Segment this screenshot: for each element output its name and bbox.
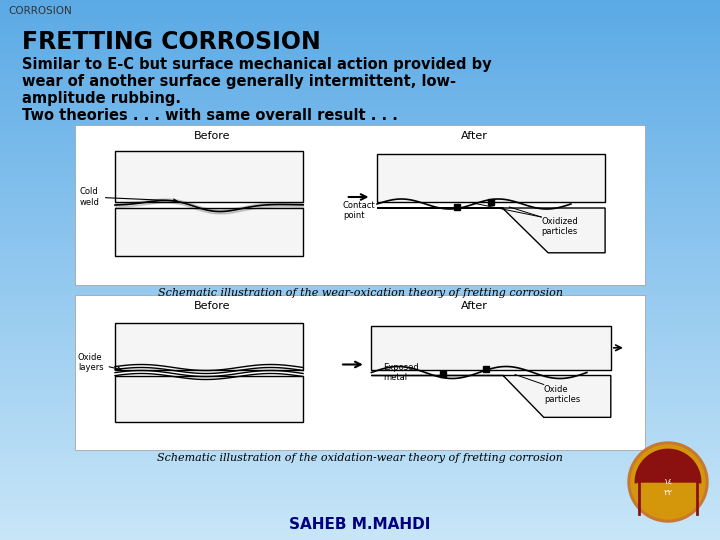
Circle shape <box>631 445 705 519</box>
Text: Exposed
metal: Exposed metal <box>383 362 419 382</box>
Polygon shape <box>377 208 605 253</box>
Bar <box>377 154 605 202</box>
Text: Before: Before <box>194 301 230 311</box>
Bar <box>75 125 645 285</box>
Text: Oxide
layers: Oxide layers <box>78 353 121 372</box>
Bar <box>372 326 611 369</box>
Text: Before: Before <box>194 131 230 141</box>
Text: Schematic illustration of the oxidation-wear theory of fretting corrosion: Schematic illustration of the oxidation-… <box>157 453 563 463</box>
Text: amplitude rubbing.: amplitude rubbing. <box>22 91 181 106</box>
Bar <box>115 208 303 256</box>
Text: After: After <box>461 301 487 311</box>
Bar <box>115 323 303 369</box>
Text: ١٤
٢٢: ١٤ ٢٢ <box>664 477 672 497</box>
Text: Schematic illustration of the wear-oxication theory of fretting corrosion: Schematic illustration of the wear-oxica… <box>158 288 562 298</box>
Text: Cold
weld: Cold weld <box>80 187 177 207</box>
Polygon shape <box>372 375 611 417</box>
Text: CORROSION: CORROSION <box>8 6 72 16</box>
Text: FRETTING CORROSION: FRETTING CORROSION <box>22 30 320 54</box>
Text: wear of another surface generally intermittent, low-: wear of another surface generally interm… <box>22 74 456 89</box>
Text: After: After <box>461 131 487 141</box>
Circle shape <box>628 442 708 522</box>
Text: Similar to E-C but surface mechanical action provided by: Similar to E-C but surface mechanical ac… <box>22 57 492 72</box>
Text: Contact
point: Contact point <box>343 201 376 220</box>
Text: Two theories . . . with same overall result . . .: Two theories . . . with same overall res… <box>22 108 398 123</box>
Bar <box>75 295 645 450</box>
Polygon shape <box>636 450 700 482</box>
Text: SAHEB M.MAHDI: SAHEB M.MAHDI <box>289 517 431 532</box>
Bar <box>115 151 303 202</box>
Text: Oxide
particles: Oxide particles <box>544 384 580 404</box>
Bar <box>115 375 303 422</box>
Text: Oxidized
particles: Oxidized particles <box>541 217 578 237</box>
